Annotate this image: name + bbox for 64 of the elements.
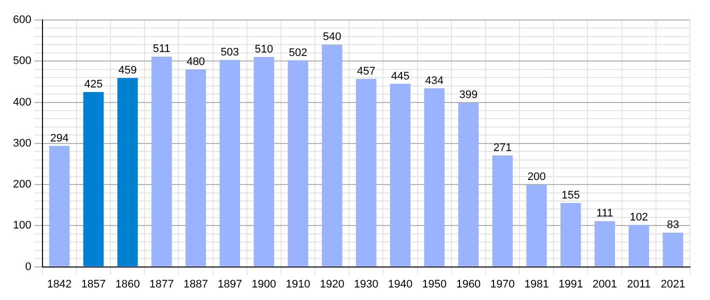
x-tick-label: 1991 — [558, 278, 583, 290]
bar — [390, 84, 410, 266]
x-tick-label: 1897 — [218, 278, 242, 290]
bar — [492, 155, 513, 266]
y-tick-label: 100 — [12, 220, 32, 232]
bar — [594, 221, 616, 266]
x-tick-label: 1860 — [115, 278, 140, 290]
bar — [186, 69, 206, 266]
data-label: 425 — [84, 78, 103, 91]
y-tick-label: 0 — [25, 260, 32, 273]
x-tick-label: 1930 — [354, 278, 378, 290]
x-tick-label: 1950 — [422, 278, 447, 290]
x-tick-label: 2001 — [592, 278, 618, 290]
x-tick-label: 1877 — [149, 278, 174, 290]
x-tick-label: 1940 — [388, 278, 413, 290]
bar — [628, 224, 650, 266]
data-label: 459 — [118, 64, 137, 77]
bar — [526, 184, 547, 266]
data-label: 540 — [322, 31, 342, 44]
data-label: 271 — [493, 142, 512, 154]
data-label: 399 — [459, 89, 478, 102]
data-label: 294 — [50, 132, 69, 144]
bar — [560, 203, 581, 266]
x-tick-label: 1857 — [81, 278, 106, 290]
bar — [424, 88, 445, 266]
data-label: 457 — [356, 65, 376, 78]
y-tick-label: 600 — [12, 14, 32, 26]
x-tick-label: 1970 — [490, 278, 515, 290]
x-tick-label: 2021 — [660, 278, 686, 290]
y-tick-label: 300 — [12, 137, 32, 150]
bar — [151, 56, 172, 266]
bar — [458, 102, 479, 266]
bar — [117, 78, 138, 266]
data-label: 200 — [527, 171, 546, 184]
bar — [662, 232, 684, 266]
bar — [288, 60, 308, 266]
data-label: 502 — [288, 46, 308, 59]
x-tick-label: 1960 — [456, 278, 481, 290]
x-tick-label: 1900 — [252, 278, 276, 290]
bar — [322, 44, 342, 266]
data-label: 434 — [425, 74, 444, 87]
bar — [254, 57, 274, 266]
x-tick-label: 1887 — [184, 278, 208, 290]
data-label: 83 — [666, 219, 680, 232]
x-tick-label: 1842 — [47, 278, 72, 290]
data-label: 511 — [152, 43, 170, 56]
x-tick-label: 1981 — [524, 278, 549, 290]
y-tick-label: 200 — [12, 178, 32, 191]
x-tick-label: 1920 — [320, 278, 344, 290]
data-label: 480 — [186, 56, 205, 68]
data-label: 155 — [562, 190, 580, 202]
bar — [49, 146, 70, 266]
y-tick-label: 400 — [12, 96, 32, 108]
bar — [356, 78, 376, 266]
data-label: 102 — [630, 211, 648, 224]
bar — [220, 60, 240, 266]
data-label: 503 — [220, 46, 240, 58]
data-label: 510 — [254, 44, 274, 56]
x-tick-label: 2011 — [627, 278, 651, 290]
x-tick-label: 1910 — [286, 278, 310, 290]
bar — [83, 92, 104, 266]
data-label: 111 — [596, 208, 614, 220]
y-tick-label: 500 — [12, 55, 32, 68]
data-label: 445 — [391, 70, 410, 82]
